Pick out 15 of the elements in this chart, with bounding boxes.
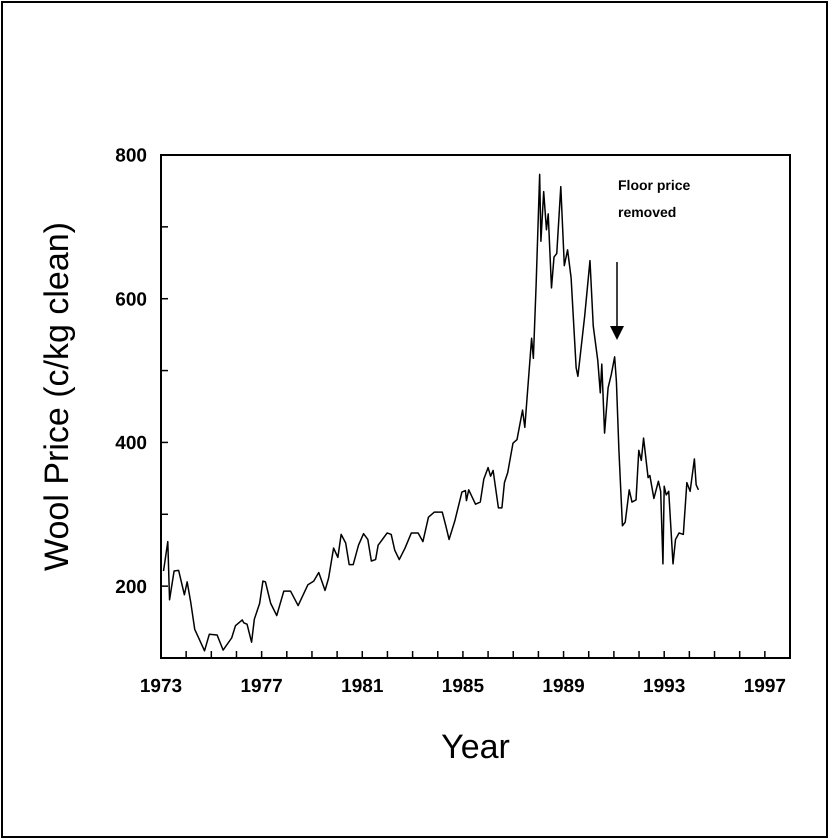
x-tick-label: 1977 (240, 676, 283, 697)
y-axis-title: Wool Price (c/kg clean) (38, 222, 76, 571)
y-tick-label: 800 (115, 146, 147, 167)
line-series (162, 174, 700, 652)
x-tick-label: 1993 (643, 676, 686, 697)
x-tick-label: 1985 (442, 676, 484, 697)
y-tick-label: 200 (115, 576, 147, 598)
annotation: Floor price removed (618, 177, 691, 220)
x-tick-label: 1989 (542, 676, 585, 697)
y-tick-label: 400 (115, 433, 147, 454)
y-tick-label: 600 (115, 289, 147, 310)
x-tick-label: 1973 (140, 676, 182, 697)
x-tick-label: 1997 (744, 676, 786, 697)
x-tick-label: 1981 (341, 676, 384, 697)
x-axis-title: Year (441, 728, 510, 766)
